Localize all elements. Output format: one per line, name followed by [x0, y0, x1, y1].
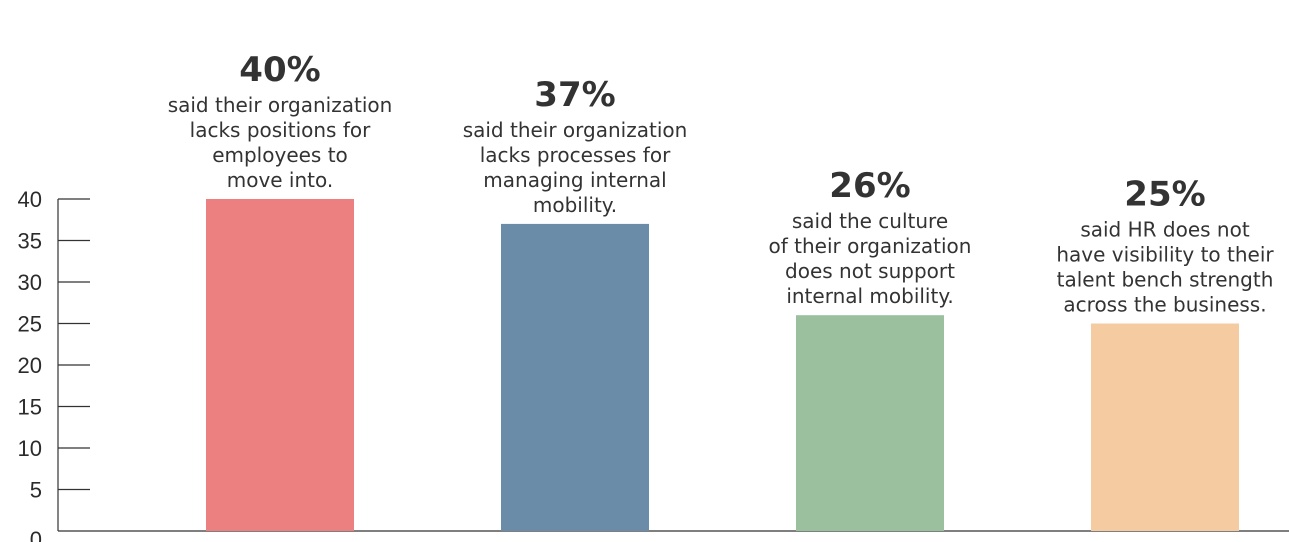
y-tick-label: 40 — [18, 187, 42, 212]
bar-description-line: said their organization — [168, 93, 393, 117]
bar-description-line: have visibility to their — [1056, 243, 1274, 267]
bar-value-label: 26% — [829, 166, 910, 206]
bar-description-line: said the culture — [792, 209, 948, 233]
bar-description-line: managing internal — [483, 168, 666, 192]
bar-description-line: move into. — [227, 168, 334, 192]
y-tick-label: 0 — [30, 527, 42, 542]
bar-description-line: lacks positions for — [190, 118, 371, 142]
bar-description-line: lacks processes for — [480, 143, 671, 167]
y-tick-label: 25 — [18, 312, 42, 337]
bar-description-line: of their organization — [769, 234, 972, 258]
y-tick-label: 5 — [30, 478, 42, 503]
bar-description-line: mobility. — [533, 193, 617, 217]
y-tick-label: 15 — [18, 395, 42, 420]
bar-description-line: internal mobility. — [786, 284, 953, 308]
bar-description-line: said their organization — [463, 118, 688, 142]
y-tick-label: 10 — [18, 436, 42, 461]
bar-value-label: 40% — [239, 50, 320, 90]
bar — [796, 315, 944, 531]
bars — [206, 199, 1239, 531]
bar-description-line: employees to — [212, 143, 348, 167]
y-tick-label: 20 — [18, 353, 42, 378]
bar-description-line: does not support — [785, 259, 955, 283]
bar — [1091, 323, 1239, 531]
y-tick-label: 30 — [18, 270, 42, 295]
y-tick-label: 35 — [18, 229, 42, 254]
bar-value-label: 25% — [1124, 175, 1205, 215]
bar-description-line: across the business. — [1063, 293, 1266, 317]
bar — [206, 199, 354, 531]
bar-description-line: talent bench strength — [1057, 268, 1274, 292]
bar-description-line: said HR does not — [1080, 218, 1250, 242]
bar-value-label: 37% — [534, 75, 615, 115]
bar — [501, 223, 649, 531]
